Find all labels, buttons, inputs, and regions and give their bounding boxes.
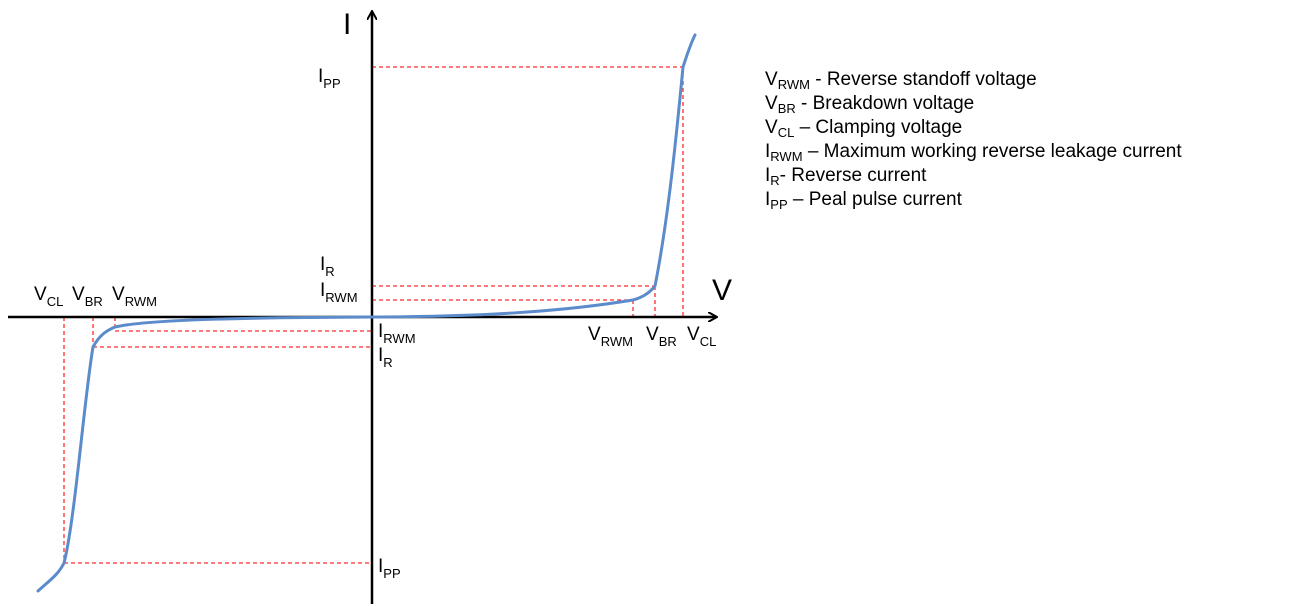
ir-top-label: IR [320,254,335,279]
irwm-bottom-label: IRWM [378,321,416,346]
ipp-bottom-label: IPP [378,556,401,581]
vrwm-left-label: VRWM [112,284,157,309]
legend-item-vcl: VCL – Clamping voltage [765,117,963,140]
guide-lines [63,66,684,564]
x-axis-name: V [712,274,732,307]
legend: VRWM - Reverse standoff voltage VBR - Br… [765,68,1182,212]
legend-item-irwm: IRWM – Maximum working reverse leakage c… [765,141,1182,164]
ipp-top-label: IPP [318,66,341,91]
legend-item-ipp: IPP – Peal pulse current [765,189,962,212]
legend-item-vbr: VBR - Breakdown voltage [765,93,975,116]
vcl-left-label: VCL [34,284,63,309]
vbr-left-label: VBR [72,284,103,309]
ir-bottom-label: IR [378,345,393,370]
irwm-top-label: IRWM [320,280,358,305]
iv-curve [36,33,697,593]
vcl-right-label: VCL [687,324,716,349]
vbr-right-label: VBR [646,324,677,349]
vrwm-right-label: VRWM [588,324,633,349]
y-axis-name: I [343,8,351,41]
legend-item-vrwm: VRWM - Reverse standoff voltage [765,69,1037,92]
legend-item-ir: IR- Reverse current [765,165,927,188]
